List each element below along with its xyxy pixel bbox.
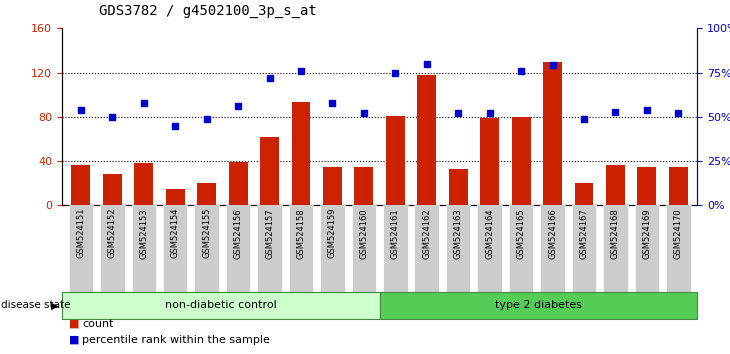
Bar xyxy=(228,162,247,205)
Text: GSM524151: GSM524151 xyxy=(77,208,85,258)
Bar xyxy=(637,167,656,205)
Text: GSM524165: GSM524165 xyxy=(517,208,526,258)
Text: GSM524161: GSM524161 xyxy=(391,208,400,258)
Text: GSM524156: GSM524156 xyxy=(234,208,242,258)
FancyBboxPatch shape xyxy=(634,205,659,292)
Bar xyxy=(386,116,404,205)
Bar xyxy=(260,137,279,205)
FancyBboxPatch shape xyxy=(289,205,313,292)
Text: GSM524167: GSM524167 xyxy=(580,208,588,259)
FancyBboxPatch shape xyxy=(320,205,345,292)
FancyBboxPatch shape xyxy=(415,205,439,292)
Text: GSM524157: GSM524157 xyxy=(265,208,274,258)
FancyBboxPatch shape xyxy=(69,205,93,292)
Bar xyxy=(512,117,531,205)
Text: GSM524163: GSM524163 xyxy=(454,208,463,259)
FancyBboxPatch shape xyxy=(603,205,628,292)
FancyBboxPatch shape xyxy=(194,205,219,292)
Bar xyxy=(575,183,593,205)
Text: GDS3782 / g4502100_3p_s_at: GDS3782 / g4502100_3p_s_at xyxy=(99,4,316,18)
Text: GSM524164: GSM524164 xyxy=(485,208,494,258)
Bar xyxy=(606,166,625,205)
Text: GSM524170: GSM524170 xyxy=(674,208,683,258)
Bar xyxy=(669,167,688,205)
FancyBboxPatch shape xyxy=(226,205,250,292)
Text: disease state: disease state xyxy=(1,300,71,310)
Text: GSM524154: GSM524154 xyxy=(171,208,180,258)
Text: GSM524166: GSM524166 xyxy=(548,208,557,259)
Bar xyxy=(291,102,310,205)
Text: GSM524155: GSM524155 xyxy=(202,208,211,258)
FancyBboxPatch shape xyxy=(572,205,596,292)
FancyBboxPatch shape xyxy=(163,205,188,292)
FancyBboxPatch shape xyxy=(540,205,565,292)
Bar xyxy=(543,62,562,205)
Bar xyxy=(103,175,122,205)
Text: ■: ■ xyxy=(69,335,80,345)
FancyBboxPatch shape xyxy=(257,205,282,292)
Bar xyxy=(355,167,373,205)
Text: GSM524159: GSM524159 xyxy=(328,208,337,258)
FancyBboxPatch shape xyxy=(131,205,156,292)
FancyBboxPatch shape xyxy=(352,205,376,292)
Text: GSM524169: GSM524169 xyxy=(642,208,651,258)
FancyBboxPatch shape xyxy=(509,205,534,292)
Bar xyxy=(166,189,185,205)
Text: non-diabetic control: non-diabetic control xyxy=(165,300,277,310)
FancyBboxPatch shape xyxy=(383,205,407,292)
Text: GSM524152: GSM524152 xyxy=(108,208,117,258)
Text: ▶: ▶ xyxy=(51,300,58,310)
Bar xyxy=(449,169,468,205)
Bar xyxy=(480,118,499,205)
Text: GSM524153: GSM524153 xyxy=(139,208,148,258)
Bar xyxy=(197,183,216,205)
Bar xyxy=(134,163,153,205)
FancyBboxPatch shape xyxy=(100,205,125,292)
Text: GSM524168: GSM524168 xyxy=(611,208,620,259)
Text: GSM524162: GSM524162 xyxy=(422,208,431,258)
Bar xyxy=(62,292,380,319)
Text: ■: ■ xyxy=(69,319,80,329)
Text: GSM524158: GSM524158 xyxy=(296,208,305,258)
Bar xyxy=(380,292,697,319)
FancyBboxPatch shape xyxy=(477,205,502,292)
FancyBboxPatch shape xyxy=(446,205,470,292)
Text: count: count xyxy=(82,319,114,329)
Bar xyxy=(72,166,91,205)
Bar xyxy=(418,75,437,205)
Bar xyxy=(323,167,342,205)
Text: GSM524160: GSM524160 xyxy=(359,208,369,258)
Text: type 2 diabetes: type 2 diabetes xyxy=(495,300,582,310)
FancyBboxPatch shape xyxy=(666,205,691,292)
Text: percentile rank within the sample: percentile rank within the sample xyxy=(82,335,270,345)
